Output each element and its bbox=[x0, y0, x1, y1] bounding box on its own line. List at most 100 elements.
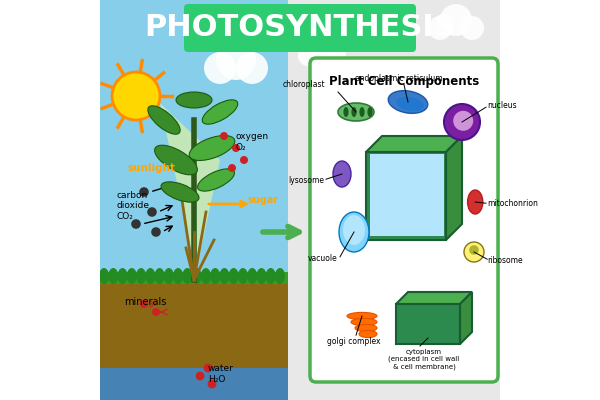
Ellipse shape bbox=[202, 100, 238, 124]
Ellipse shape bbox=[118, 268, 128, 284]
Circle shape bbox=[469, 245, 479, 255]
Circle shape bbox=[131, 219, 141, 229]
Ellipse shape bbox=[467, 190, 483, 214]
Text: PHOTOSYNTHESIS: PHOTOSYNTHESIS bbox=[144, 13, 456, 42]
FancyBboxPatch shape bbox=[396, 304, 460, 344]
Text: Plant Cell Components: Plant Cell Components bbox=[329, 76, 479, 88]
Text: cytoplasm
(encased in cell wall
& cell membrane): cytoplasm (encased in cell wall & cell m… bbox=[388, 349, 460, 370]
Circle shape bbox=[220, 132, 228, 140]
Ellipse shape bbox=[338, 103, 374, 121]
Text: golgi complex: golgi complex bbox=[327, 337, 381, 346]
Ellipse shape bbox=[247, 268, 257, 284]
Ellipse shape bbox=[359, 330, 377, 338]
Ellipse shape bbox=[176, 92, 212, 108]
FancyBboxPatch shape bbox=[184, 4, 416, 52]
Text: minerals: minerals bbox=[124, 297, 166, 307]
Circle shape bbox=[196, 372, 205, 380]
Ellipse shape bbox=[275, 268, 285, 284]
Polygon shape bbox=[160, 103, 220, 272]
FancyBboxPatch shape bbox=[310, 58, 498, 382]
Ellipse shape bbox=[266, 268, 276, 284]
Text: mitochonrion: mitochonrion bbox=[487, 200, 538, 208]
Circle shape bbox=[440, 4, 472, 36]
Ellipse shape bbox=[182, 268, 193, 284]
Ellipse shape bbox=[161, 182, 199, 202]
Ellipse shape bbox=[191, 268, 202, 284]
Circle shape bbox=[232, 144, 240, 152]
Ellipse shape bbox=[339, 212, 369, 252]
Ellipse shape bbox=[256, 268, 266, 284]
Circle shape bbox=[216, 40, 256, 80]
Text: water
H₂O: water H₂O bbox=[208, 364, 234, 384]
Circle shape bbox=[140, 300, 148, 308]
FancyBboxPatch shape bbox=[100, 0, 288, 400]
FancyBboxPatch shape bbox=[370, 154, 444, 236]
Circle shape bbox=[309, 37, 335, 63]
FancyBboxPatch shape bbox=[288, 0, 500, 400]
Ellipse shape bbox=[351, 318, 377, 326]
Circle shape bbox=[139, 187, 149, 197]
Circle shape bbox=[444, 104, 480, 140]
Text: sugar: sugar bbox=[248, 195, 279, 205]
Ellipse shape bbox=[155, 145, 197, 175]
Circle shape bbox=[151, 227, 161, 237]
Polygon shape bbox=[396, 292, 472, 304]
Ellipse shape bbox=[229, 268, 239, 284]
Ellipse shape bbox=[347, 312, 377, 320]
Text: sunlight: sunlight bbox=[128, 163, 176, 173]
Ellipse shape bbox=[367, 107, 373, 117]
FancyBboxPatch shape bbox=[100, 368, 288, 400]
Ellipse shape bbox=[396, 97, 424, 111]
Ellipse shape bbox=[197, 169, 235, 191]
Ellipse shape bbox=[164, 268, 174, 284]
Circle shape bbox=[464, 242, 484, 262]
Circle shape bbox=[208, 380, 217, 388]
Circle shape bbox=[204, 52, 236, 84]
Circle shape bbox=[228, 164, 236, 172]
Polygon shape bbox=[366, 136, 462, 152]
Ellipse shape bbox=[359, 107, 365, 117]
Circle shape bbox=[453, 111, 473, 131]
Text: ribosome: ribosome bbox=[487, 256, 523, 265]
Ellipse shape bbox=[388, 91, 428, 113]
Ellipse shape bbox=[148, 106, 180, 134]
Ellipse shape bbox=[210, 268, 220, 284]
Ellipse shape bbox=[155, 268, 164, 284]
Ellipse shape bbox=[99, 268, 109, 284]
Circle shape bbox=[152, 308, 160, 316]
Ellipse shape bbox=[355, 324, 377, 332]
Ellipse shape bbox=[238, 268, 248, 284]
FancyBboxPatch shape bbox=[100, 272, 288, 288]
Ellipse shape bbox=[201, 268, 211, 284]
Ellipse shape bbox=[343, 107, 349, 117]
Ellipse shape bbox=[343, 215, 365, 245]
Circle shape bbox=[203, 364, 212, 372]
Ellipse shape bbox=[145, 268, 155, 284]
Circle shape bbox=[460, 16, 484, 40]
Ellipse shape bbox=[136, 268, 146, 284]
Text: carbon
dioxide
CO₂: carbon dioxide CO₂ bbox=[116, 191, 149, 221]
Ellipse shape bbox=[108, 268, 118, 284]
Ellipse shape bbox=[220, 268, 229, 284]
Text: oxygen
O₂: oxygen O₂ bbox=[236, 132, 269, 152]
Text: nucleus: nucleus bbox=[487, 102, 517, 110]
Text: endoplasmic reticulum: endoplasmic reticulum bbox=[355, 74, 443, 83]
Circle shape bbox=[298, 46, 318, 66]
Ellipse shape bbox=[333, 161, 351, 187]
Text: vacuole: vacuole bbox=[308, 254, 338, 263]
Polygon shape bbox=[446, 136, 462, 240]
Circle shape bbox=[240, 156, 248, 164]
Ellipse shape bbox=[127, 268, 137, 284]
Circle shape bbox=[326, 46, 346, 66]
FancyBboxPatch shape bbox=[100, 284, 288, 400]
FancyBboxPatch shape bbox=[366, 152, 446, 240]
Ellipse shape bbox=[189, 136, 235, 160]
Ellipse shape bbox=[352, 107, 356, 117]
Text: lysosome: lysosome bbox=[288, 176, 324, 185]
Polygon shape bbox=[460, 292, 472, 344]
Text: chloroplast: chloroplast bbox=[282, 80, 325, 89]
Circle shape bbox=[236, 52, 268, 84]
Circle shape bbox=[112, 72, 160, 120]
Circle shape bbox=[428, 16, 452, 40]
Circle shape bbox=[147, 207, 157, 217]
